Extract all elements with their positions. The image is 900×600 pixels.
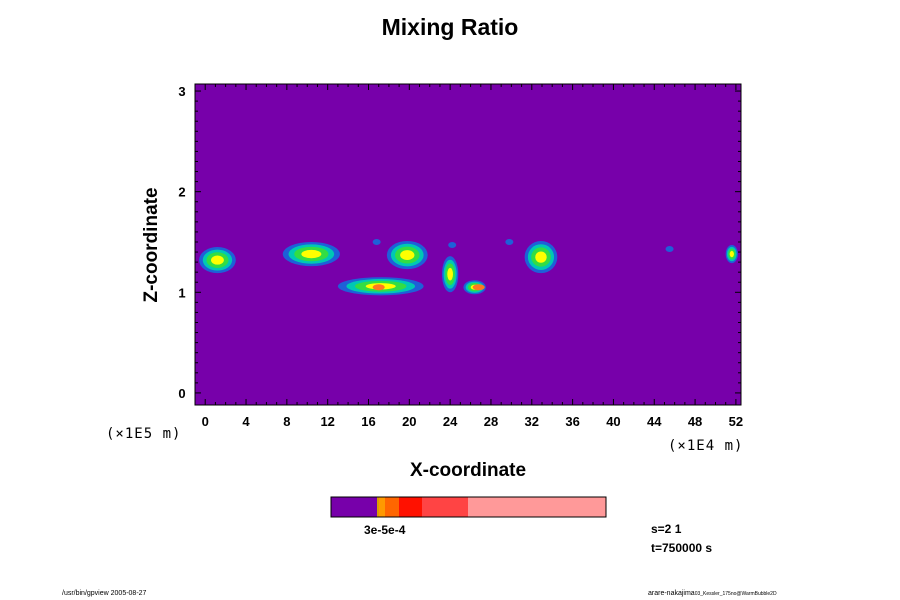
colorbar [330,496,607,518]
x-tick-label: 0 [202,414,209,429]
cloud-layer [535,251,547,263]
colorbar-segment [468,497,606,517]
x-tick-label: 48 [688,414,702,429]
cloud-blob [441,256,459,293]
plot-frame [194,83,742,406]
colorbar-frame [330,496,607,518]
y-scale-label: (×1E5 m) [106,426,181,442]
y-axis-title: Z-coordinate [141,187,162,302]
x-tick-label: 8 [283,414,290,429]
x-tick-label: 20 [402,414,416,429]
footer-left: /usr/bin/gpview 2005-08-27 [62,590,147,597]
x-tick-label: 36 [565,414,579,429]
x-tick-label: 16 [361,414,375,429]
x-axis: 0 4 8 12 16 20 24 28 32 36 40 44 48 52 [202,414,744,429]
colorbar-segment [379,497,385,517]
x-axis-title: X-coordinate [410,460,526,481]
y-tick-label: 3 [178,84,185,99]
colorbar-segment [399,497,422,517]
cloud-layer [729,250,734,258]
time-info: t=750000 s [651,541,713,555]
x-tick-label: 12 [320,414,334,429]
x-scale-label: (×1E4 m) [668,438,743,454]
colorbar-segment [331,497,377,517]
chart-title: Mixing Ratio [381,14,519,40]
x-tick-label: 52 [729,414,743,429]
colorbar-label: 3e-5e-4 [364,523,406,537]
cloud-speck [372,238,381,245]
cloud-blob [524,240,558,274]
hot-spot [372,284,385,291]
x-tick-label: 24 [443,414,458,429]
cloud-blob [282,241,340,267]
cloud-blob [386,240,428,270]
x-tick-label: 28 [484,414,498,429]
footer-right-main: arare-nakajima [648,590,695,597]
cloud-layer [447,267,453,281]
hot-spot [472,284,485,291]
cloud-speck [448,242,457,249]
y-tick-label: 2 [178,185,185,200]
cloud-layer [400,250,415,260]
x-tick-label: 44 [647,414,662,429]
footer-right-small: 03_Kessler_175no@WarmBubble2D [694,591,777,597]
plot-background [195,84,741,405]
tick-marks [194,84,741,405]
x-tick-label: 4 [242,414,250,429]
cloud-layer [211,255,224,265]
x-tick-label: 32 [525,414,539,429]
x-tick-label: 40 [606,414,620,429]
y-tick-label: 1 [178,285,185,300]
cloud-blob [725,245,738,264]
cloud-speck [505,238,514,245]
colorbar-segment [422,497,468,517]
footer-right: arare-nakajima03_Kessler_175no@WarmBubbl… [648,590,777,597]
colorbar-segment [385,497,399,517]
cloud-blob [199,247,236,274]
plot-area [194,83,742,406]
y-tick-label: 0 [178,386,185,401]
y-axis: 0 1 2 3 [178,84,185,401]
cloud-speck [665,246,674,253]
s-info: s=2 1 [651,522,682,536]
colorbar-segment [377,497,379,517]
cloud-layer [301,249,322,259]
